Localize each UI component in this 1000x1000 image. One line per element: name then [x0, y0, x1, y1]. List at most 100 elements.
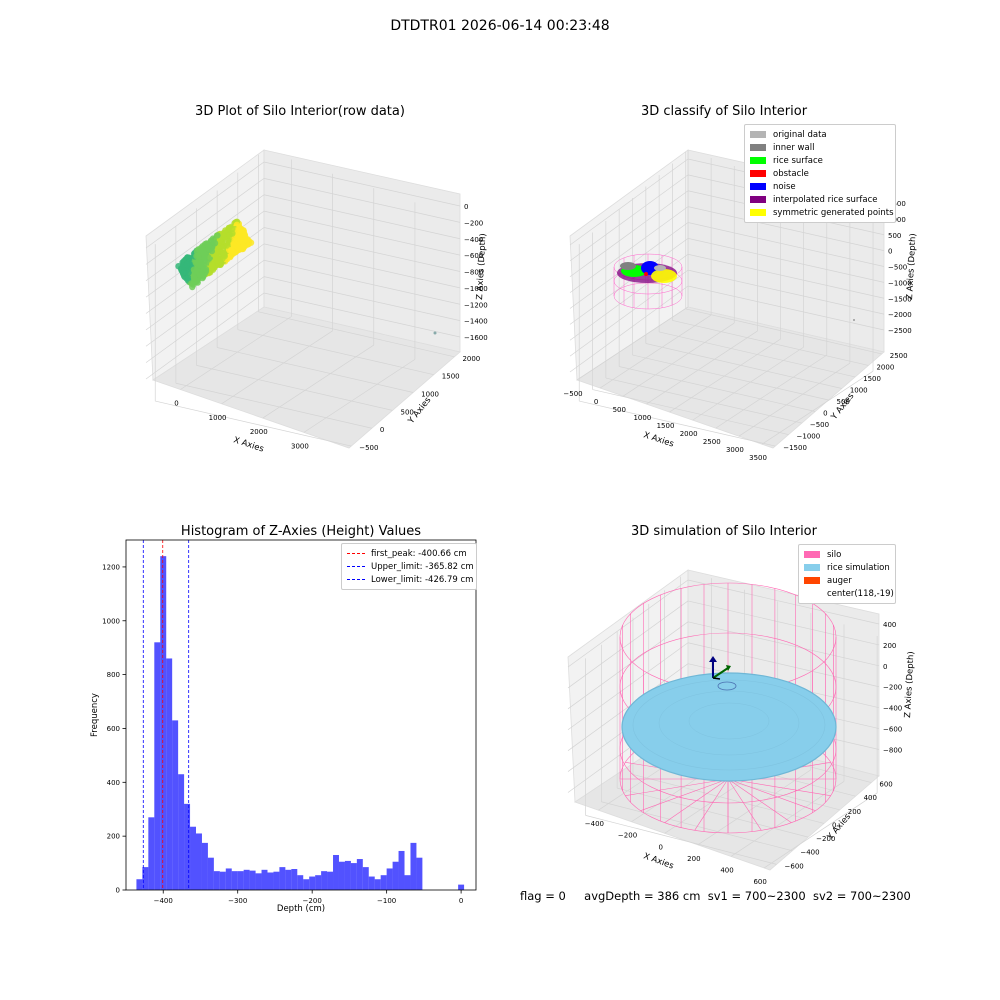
histogram-bar [321, 871, 328, 890]
histogram-bar [344, 860, 351, 890]
sim-y-tick: −400 [800, 849, 819, 857]
histogram-title: Histogram of Z-Axies (Height) Values [180, 524, 422, 539]
flag-text: flag = 0 [520, 889, 566, 903]
cls-z-tick: −2500 [888, 327, 912, 335]
raw-z-tick: −800 [464, 269, 483, 277]
histogram-bar [231, 871, 238, 890]
legend-entry: original data [750, 128, 890, 141]
histogram-bar [172, 720, 179, 890]
legend-entry: rice simulation [804, 561, 890, 574]
histogram-y-tick: 1000 [102, 617, 120, 625]
histogram-bar [160, 556, 167, 890]
legend-entry: center(118,-19) [827, 588, 894, 599]
histogram-bar [255, 873, 262, 890]
status-footer: flag = 0 avgDepth = 386 cm sv1 = 700~230… [520, 889, 911, 903]
simulation-3d-plot: −400−2000200400600−600−400−2000200400600… [567, 569, 916, 886]
histogram-chart: −400 −300 −200 −100 0 020040060080010001200 … [90, 539, 477, 914]
histogram-bar [279, 867, 286, 890]
sim-y-tick: 200 [848, 808, 861, 816]
sim-z-tick: −800 [883, 746, 902, 754]
histogram-x-tick: 0 [459, 897, 463, 905]
histogram-bar [303, 879, 310, 890]
histogram-bar [261, 869, 268, 890]
cls-y-tick: 1500 [863, 375, 881, 383]
histogram-bar [249, 870, 256, 890]
raw-3d-plot: 0 1000 2000 3000 −500 0 500 1000 1500 2000 0 −200 −4… [145, 149, 488, 455]
sv2-text: sv2 = 700~2300 [812, 889, 911, 903]
raw-y-tick: −500 [359, 444, 378, 452]
raw-x-axis-label: X Axies [232, 435, 265, 454]
raw-z-tick: −1000 [464, 285, 488, 293]
sim-y-tick: 0 [832, 821, 836, 829]
histogram-x-tick: −100 [377, 897, 396, 905]
raw-z-tick: −600 [464, 252, 483, 260]
sim-x-tick: 400 [720, 866, 733, 874]
histogram-x-label: Depth (cm) [277, 904, 325, 914]
histogram-bar [368, 876, 375, 890]
cls-z-tick: −1000 [888, 279, 912, 287]
legend-entry: silo [804, 548, 890, 561]
cls-x-tick: 3500 [749, 454, 767, 462]
histogram-bar [148, 817, 155, 890]
histogram-bar [285, 869, 292, 890]
histogram-bar [136, 879, 143, 890]
histogram-bar [196, 833, 202, 890]
sim-x-tick: 600 [753, 878, 766, 886]
cls-x-tick: −500 [563, 390, 582, 398]
histogram-bar [201, 842, 208, 890]
classify-point-cloud [617, 261, 677, 283]
sim-y-tick: 600 [879, 781, 892, 789]
histogram-y-tick: 0 [116, 887, 120, 895]
histogram-bar [273, 871, 280, 890]
histogram-bar [166, 658, 173, 890]
sim-z-tick: 0 [883, 663, 887, 671]
histogram-x-tick: −400 [154, 897, 173, 905]
simulation-legend: silo rice simulation auger center(118,-19) [798, 544, 896, 604]
histogram-bar [184, 803, 191, 890]
sim-z-tick: −400 [883, 705, 902, 713]
histogram-bar [297, 875, 304, 890]
legend-entry: noise [750, 180, 890, 193]
raw-x-tick: 0 [174, 400, 178, 408]
sim-y-tick: −600 [785, 862, 804, 870]
figure-suptitle: DTDTR01 2026-06-14 00:23:48 [390, 18, 610, 34]
histogram-bar [219, 871, 226, 890]
cls-y-tick: 1000 [850, 386, 868, 394]
histogram-bar [327, 871, 334, 890]
histogram-bar [309, 876, 316, 890]
cls-y-tick: 2000 [876, 363, 894, 371]
legend-entry: inner wall [750, 141, 890, 154]
sim-z-tick: 400 [883, 621, 896, 629]
histogram-bar [315, 875, 322, 890]
cls-y-tick: −1500 [783, 444, 807, 452]
histogram-bar [398, 850, 405, 890]
cls-y-tick: −500 [810, 421, 829, 429]
sim-z-tick: 200 [883, 642, 896, 650]
sim-x-tick: −400 [585, 820, 604, 828]
histogram-bar [356, 859, 363, 890]
histogram-bar [392, 861, 399, 890]
legend-entry: auger [804, 574, 890, 587]
raw-plot-title: 3D Plot of Silo Interior(row data) [195, 104, 405, 119]
histogram-x-tick: −300 [228, 897, 247, 905]
cls-y-tick: 2500 [890, 352, 908, 360]
histogram-bar [386, 868, 393, 890]
raw-y-tick: 1000 [421, 391, 439, 399]
raw-y-tick: 500 [401, 408, 414, 416]
raw-z-tick: −200 [464, 219, 483, 227]
classify-plot-title: 3D classify of Silo Interior [640, 104, 808, 119]
classify-z-axis-label: Z Axies (Depth) [905, 233, 918, 300]
raw-y-tick: 2000 [462, 355, 480, 363]
legend-entry: interpolated rice surface [750, 193, 890, 206]
raw-y-tick: 1500 [442, 373, 460, 381]
histogram-bar [404, 875, 411, 890]
sim-x-tick: 200 [687, 855, 700, 863]
histogram-bar [213, 871, 220, 890]
avg-depth-text: avgDepth = 386 cm [584, 889, 701, 903]
raw-z-tick: −1200 [464, 301, 488, 309]
legend-entry: Upper_limit: -365.82 cm [347, 560, 474, 573]
histogram-y-tick: 400 [107, 779, 120, 787]
center-marker [709, 656, 731, 680]
raw-x-tick: 1000 [209, 414, 227, 422]
cls-y-tick: −1000 [797, 433, 821, 441]
